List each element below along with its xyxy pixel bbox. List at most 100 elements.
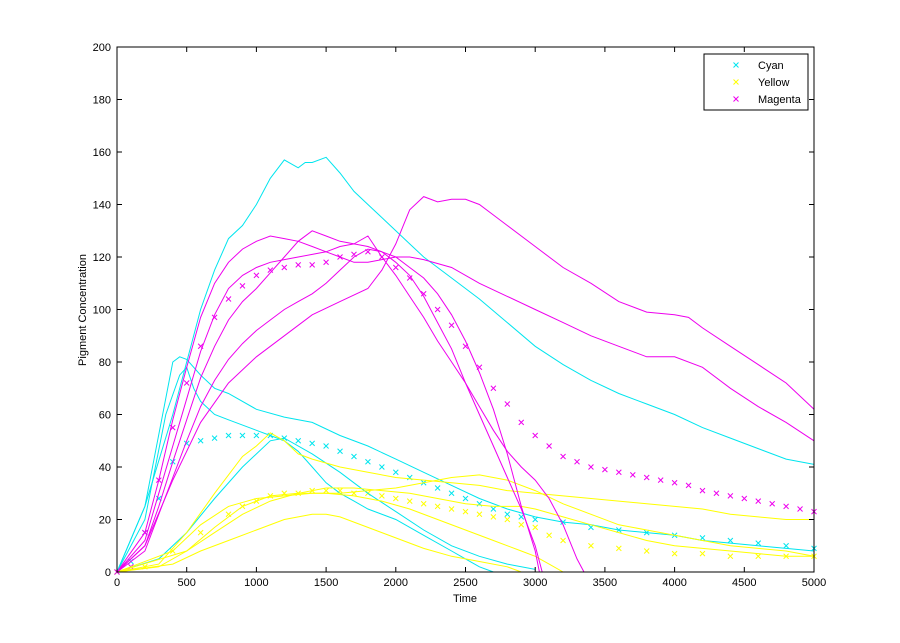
legend-label-yellow: Yellow [758, 77, 789, 89]
x-tick-label: 3000 [523, 577, 547, 589]
y-tick-label: 80 [99, 357, 111, 369]
data-point-marker [615, 469, 622, 476]
data-point-marker [225, 432, 232, 439]
x-tick-label: 5000 [802, 577, 826, 589]
data-point-marker [351, 453, 357, 460]
x-tick-label: 500 [178, 577, 196, 589]
data-point-marker [392, 264, 399, 271]
x-tick-label: 0 [114, 577, 120, 589]
data-point-marker [183, 380, 190, 386]
data-point-marker [392, 495, 399, 502]
x-tick-label: 3500 [593, 577, 617, 589]
series-line-8 [116, 474, 815, 573]
series-line-7 [116, 432, 814, 573]
data-point-marker [365, 458, 371, 465]
series-line-15 [116, 230, 585, 573]
x-tick-label: 1500 [314, 577, 338, 589]
data-point-marker [490, 514, 497, 520]
data-point-marker [532, 516, 539, 523]
legend-marker-magenta [733, 96, 739, 102]
data-point-marker [783, 503, 789, 510]
data-point-marker [406, 498, 413, 504]
legend-label-cyan: Cyan [758, 60, 784, 72]
data-point-marker [741, 495, 748, 502]
data-point-marker [434, 503, 441, 510]
data-point-marker [699, 487, 706, 494]
data-point-marker [685, 482, 692, 489]
data-point-marker [518, 521, 525, 528]
data-point-marker [671, 550, 678, 557]
y-tick-label: 160 [93, 147, 111, 159]
ticks-layer: 0 500 1000 1500 2000 2500 3000 3500 4000 4500 5000… [93, 42, 827, 589]
data-point-marker [420, 290, 427, 297]
data-point-marker [462, 495, 469, 502]
data-point-marker [629, 472, 636, 478]
data-point-marker [727, 553, 734, 560]
x-tick-label: 2500 [453, 577, 477, 589]
data-point-marker [755, 540, 762, 546]
x-tick-label: 1000 [244, 577, 268, 589]
data-point-marker [295, 437, 302, 444]
data-point-marker [588, 464, 594, 470]
series-layer [114, 156, 817, 575]
data-point-marker [197, 529, 204, 536]
y-tick-label: 180 [93, 95, 111, 107]
data-point-marker [699, 535, 706, 541]
data-point-marker [643, 548, 650, 554]
data-point-marker [490, 506, 497, 512]
series-line-5 [116, 156, 815, 573]
data-point-marker [448, 322, 455, 329]
data-point-marker [323, 487, 329, 494]
data-point-marker [295, 262, 302, 268]
y-tick-label: 120 [93, 252, 111, 264]
y-tick-label: 60 [99, 410, 111, 422]
data-point-marker [588, 542, 594, 549]
y-tick-label: 40 [99, 462, 111, 474]
data-point-marker [379, 464, 385, 470]
data-point-marker [225, 296, 232, 302]
data-point-marker [309, 440, 316, 447]
data-point-marker [448, 506, 455, 512]
data-point-marker [713, 490, 720, 497]
data-point-marker [379, 493, 385, 499]
data-point-marker [434, 485, 441, 491]
data-point-marker [323, 259, 329, 266]
data-point-marker [518, 514, 525, 520]
series-line-9 [116, 492, 564, 573]
data-point-marker [406, 275, 413, 281]
data-point-marker [253, 272, 260, 279]
data-point-marker [239, 283, 246, 289]
data-point-marker [602, 466, 608, 473]
data-point-marker [309, 262, 316, 268]
data-point-marker [574, 458, 580, 465]
y-tick-label: 200 [93, 42, 111, 54]
data-point-marker [337, 448, 343, 455]
series-line-11 [116, 487, 814, 573]
data-point-marker [504, 516, 511, 523]
data-point-marker [239, 432, 246, 439]
series-line-16 [116, 248, 540, 573]
y-tick-label: 0 [105, 567, 111, 579]
data-point-marker [197, 437, 204, 444]
y-tick-label: 140 [93, 200, 111, 212]
data-point-marker [671, 479, 678, 486]
data-point-marker [615, 545, 622, 552]
series-line-14 [116, 243, 543, 573]
data-point-marker [546, 443, 552, 449]
data-point-marker [281, 264, 288, 271]
data-point-marker [797, 506, 803, 512]
data-point-marker [560, 537, 566, 544]
data-point-marker [755, 553, 762, 560]
data-point-marker [392, 469, 399, 476]
data-point-marker [699, 550, 706, 557]
legend-marker-yellow [733, 79, 739, 85]
data-point-marker [462, 508, 469, 515]
data-point-marker [267, 267, 274, 273]
y-axis-label: Pigment Concentration [77, 254, 89, 366]
data-point-marker [546, 532, 552, 539]
legend-label-magenta: Magenta [758, 94, 802, 106]
data-point-marker [769, 500, 776, 507]
x-tick-label: 2000 [384, 577, 408, 589]
data-point-marker [323, 443, 329, 449]
